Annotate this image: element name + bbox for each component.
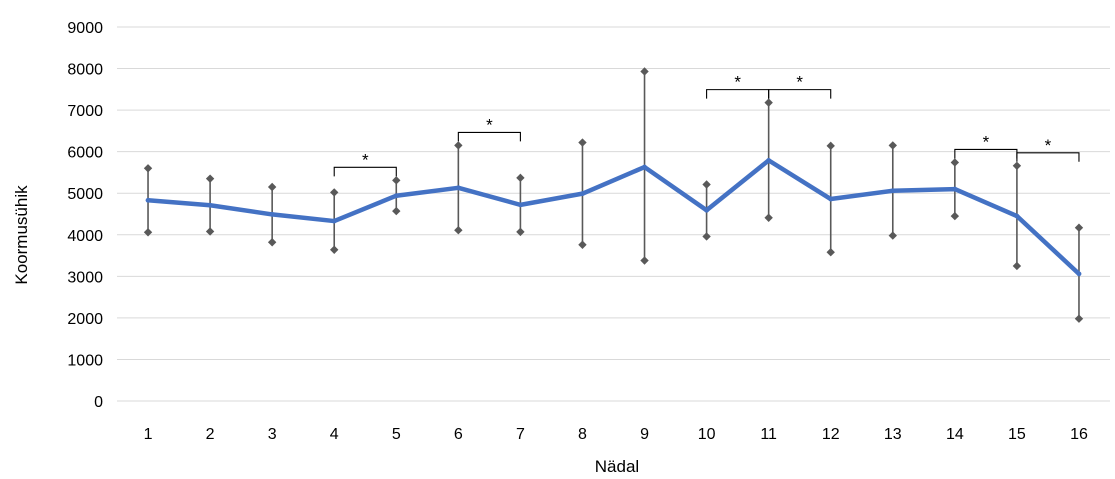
y-tick-label-7000: 7000 xyxy=(67,103,103,120)
x-tick-label-2: 2 xyxy=(206,426,215,443)
data-point-week-12 xyxy=(828,196,834,202)
data-point-week-10 xyxy=(704,207,709,213)
series-line-layer xyxy=(145,157,1082,277)
error-cap-lower-week-3 xyxy=(267,238,277,247)
data-point-week-15 xyxy=(1014,213,1020,219)
error-cap-upper-week-7 xyxy=(516,173,525,183)
y-tick-label-9000: 9000 xyxy=(67,20,103,37)
data-point-week-14 xyxy=(952,186,958,192)
data-point-week-11 xyxy=(766,157,772,163)
significance-bracket-11-12 xyxy=(768,89,832,99)
x-tick-label-8: 8 xyxy=(578,426,587,443)
error-cap-upper-week-12 xyxy=(826,141,835,151)
error-cap-lower-week-13 xyxy=(888,231,897,240)
error-cap-lower-week-5 xyxy=(392,206,401,216)
error-cap-lower-week-14 xyxy=(950,211,960,221)
x-tick-label-9: 9 xyxy=(640,426,649,443)
error-cap-upper-week-5 xyxy=(392,176,401,185)
y-tick-label-1000: 1000 xyxy=(67,352,103,369)
x-tick-label-3: 3 xyxy=(268,426,277,443)
error-cap-lower-week-7 xyxy=(516,227,525,237)
x-tick-label-6: 6 xyxy=(454,426,463,443)
y-tick-label-5000: 5000 xyxy=(67,186,103,203)
gridlines xyxy=(117,26,1110,402)
x-tick-label-14: 14 xyxy=(946,426,964,443)
error-cap-lower-week-6 xyxy=(454,226,463,235)
data-point-week-8 xyxy=(580,191,585,197)
error-cap-lower-week-9 xyxy=(640,256,649,265)
x-tick-label-4: 4 xyxy=(330,426,339,443)
y-tick-label-3000: 3000 xyxy=(67,269,103,286)
error-cap-upper-week-13 xyxy=(888,141,897,150)
x-tick-label-7: 7 xyxy=(516,426,525,443)
data-point-week-3 xyxy=(269,212,275,217)
data-point-week-1 xyxy=(145,197,151,203)
data-point-week-16 xyxy=(1076,271,1082,277)
error-cap-lower-week-2 xyxy=(205,227,215,236)
y-tick-label-8000: 8000 xyxy=(67,62,103,79)
significance-brackets: * * * * * * xyxy=(333,73,1080,177)
x-tick-label-13: 13 xyxy=(884,426,902,443)
x-axis-title: Nädal xyxy=(595,457,639,476)
y-tick-label-2000: 2000 xyxy=(67,311,103,328)
x-tick-label-12: 12 xyxy=(822,426,840,443)
error-cap-upper-week-8 xyxy=(578,138,587,147)
error-cap-upper-week-4 xyxy=(330,188,339,197)
series-line xyxy=(145,158,1082,277)
error-cap-upper-week-1 xyxy=(143,164,153,173)
error-cap-upper-week-15 xyxy=(1012,161,1022,170)
error-cap-upper-week-2 xyxy=(205,174,215,183)
significance-label-4-5: * xyxy=(362,150,369,169)
error-cap-lower-week-16 xyxy=(1074,314,1084,323)
error-cap-upper-week-16 xyxy=(1074,223,1084,232)
data-point-week-13 xyxy=(890,188,896,194)
error-cap-lower-week-11 xyxy=(764,213,773,222)
error-cap-upper-week-10 xyxy=(702,180,711,189)
error-cap-upper-week-14 xyxy=(950,158,960,167)
significance-label-14-15: * xyxy=(983,132,990,151)
significance-label-15-16: * xyxy=(1045,136,1052,155)
y-tick-label-4000: 4000 xyxy=(67,228,103,245)
data-point-week-7 xyxy=(518,202,523,208)
significance-bracket-6-7 xyxy=(457,131,521,142)
error-cap-lower-week-10 xyxy=(702,232,711,241)
data-point-week-5 xyxy=(393,193,399,199)
data-point-week-4 xyxy=(331,218,337,224)
x-tick-label-1: 1 xyxy=(144,426,153,443)
error-cap-lower-week-8 xyxy=(578,240,587,249)
error-cap-upper-week-6 xyxy=(454,141,463,150)
error-cap-upper-week-9 xyxy=(640,67,649,76)
significance-label-10-11: * xyxy=(734,73,741,92)
significance-label-11-12: * xyxy=(796,73,803,92)
x-axis-tick-labels: 1 2 3 4 5 6 7 8 9 10 11 12 13 14 15 16 xyxy=(144,426,1088,443)
significance-bracket-4-5 xyxy=(333,166,397,177)
y-tick-label-0: 0 xyxy=(94,394,103,411)
error-cap-lower-week-1 xyxy=(143,228,153,237)
significance-label-6-7: * xyxy=(486,115,493,134)
data-point-week-9 xyxy=(642,164,647,170)
x-tick-label-5: 5 xyxy=(392,426,401,443)
error-cap-lower-week-15 xyxy=(1012,261,1022,271)
x-tick-label-11: 11 xyxy=(760,426,777,443)
error-cap-upper-week-11 xyxy=(764,98,773,107)
significance-bracket-15-16 xyxy=(1016,152,1080,162)
x-tick-label-10: 10 xyxy=(698,426,716,443)
y-tick-label-6000: 6000 xyxy=(67,145,103,162)
y-axis-tick-labels: 0 1000 2000 3000 4000 5000 6000 7000 8000 9000 xyxy=(67,20,103,411)
data-point-week-6 xyxy=(455,185,461,191)
error-cap-upper-week-3 xyxy=(267,182,277,192)
data-point-week-2 xyxy=(207,202,213,208)
y-axis-title: Koormusühik xyxy=(12,185,31,285)
error-cap-lower-week-4 xyxy=(330,245,339,254)
x-tick-label-15: 15 xyxy=(1008,426,1026,443)
error-bars xyxy=(143,67,1084,323)
x-tick-label-16: 16 xyxy=(1070,426,1088,443)
error-cap-lower-week-12 xyxy=(826,248,835,257)
